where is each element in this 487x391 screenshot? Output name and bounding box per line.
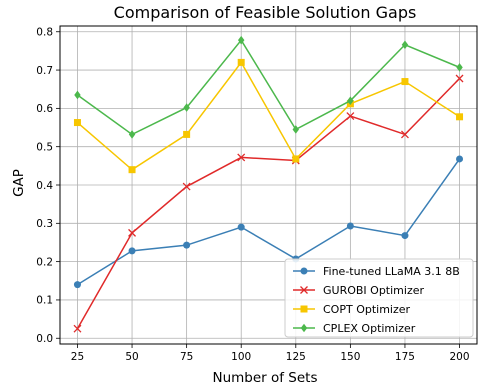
x-tick-label: 150: [340, 351, 360, 363]
data-point: [347, 96, 354, 106]
data-point: [237, 223, 245, 231]
data-point: [128, 166, 136, 174]
legend-box: [284, 258, 474, 338]
x-tick-label: 125: [286, 351, 306, 363]
y-axis-label: GAP: [11, 169, 27, 197]
data-point: [401, 78, 409, 86]
series-3: [74, 35, 463, 139]
y-tick-label: 0.8: [36, 27, 53, 39]
data-point: [401, 40, 409, 50]
legend-label: COPT Optimizer: [323, 303, 411, 316]
data-point: [128, 130, 136, 139]
x-axis-label: Number of Sets: [212, 370, 317, 386]
legend-item: GUROBI Optimizer: [293, 284, 424, 297]
data-point: [455, 74, 464, 83]
data-point: [73, 119, 81, 127]
y-tick-label: 0.5: [36, 141, 53, 153]
y-tick-label: 0.1: [36, 295, 53, 307]
data-point: [237, 58, 245, 66]
data-point: [182, 182, 191, 191]
series-2: [73, 58, 464, 174]
data-point: [346, 112, 355, 120]
data-point: [128, 247, 136, 255]
data-point: [73, 281, 81, 289]
legend: Fine-tuned LLaMA 3.1 8B GUROBI Optimizer C…: [284, 258, 474, 338]
x-tick-label: 75: [180, 351, 193, 363]
legend-swatch-marker: [300, 323, 308, 333]
x-tick-label: 100: [231, 351, 251, 363]
series-line: [77, 158, 461, 286]
legend-swatch-marker: [300, 305, 308, 313]
y-tick-label: 0.0: [36, 333, 53, 345]
y-tick-label: 0.2: [36, 256, 53, 268]
x-tick-label: 175: [395, 351, 415, 363]
data-point: [401, 232, 409, 240]
data-point: [128, 228, 137, 237]
legend-label: Fine-tuned LLaMA 3.1 8B: [323, 265, 460, 278]
y-tick-label: 0.7: [36, 65, 53, 77]
data-point: [292, 155, 300, 163]
plot-frame: [59, 25, 478, 345]
data-point: [456, 155, 464, 163]
legend-item: CPLEX Optimizer: [293, 322, 416, 335]
data-point: [237, 153, 246, 162]
series-group: [73, 35, 464, 333]
chart-title: Comparison of Feasible Solution Gaps: [114, 3, 417, 22]
axis-ticks: 25 50 75 100 125 150 175 200 0.0 0.1 0.2 0.3 0.4 0.5 0…: [36, 27, 469, 363]
x-tick-label: 200: [450, 351, 470, 363]
y-tick-label: 0.3: [36, 218, 53, 230]
data-point: [400, 130, 409, 139]
x-tick-label: 25: [71, 351, 84, 363]
series-line: [76, 77, 461, 330]
series-line: [76, 61, 460, 171]
data-point: [73, 324, 82, 333]
data-point: [74, 90, 81, 100]
series-line: [77, 38, 460, 136]
grid-lines: [60, 26, 477, 344]
legend-swatch-marker: [300, 286, 308, 294]
data-point: [456, 113, 464, 121]
data-point: [237, 35, 245, 45]
data-point: [183, 103, 190, 112]
legend-swatch-marker: [300, 267, 308, 275]
data-point: [292, 125, 300, 134]
y-tick-label: 0.4: [36, 180, 53, 192]
y-tick-label: 0.6: [36, 103, 53, 115]
data-point: [456, 63, 463, 72]
legend-item: COPT Optimizer: [293, 303, 411, 316]
legend-label: CPLEX Optimizer: [323, 322, 416, 335]
data-point: [183, 241, 191, 249]
x-tick-label: 50: [125, 351, 138, 363]
data-point: [346, 222, 354, 230]
data-point: [183, 130, 191, 138]
legend-item: Fine-tuned LLaMA 3.1 8B: [293, 265, 460, 278]
legend-label: GUROBI Optimizer: [323, 284, 424, 297]
